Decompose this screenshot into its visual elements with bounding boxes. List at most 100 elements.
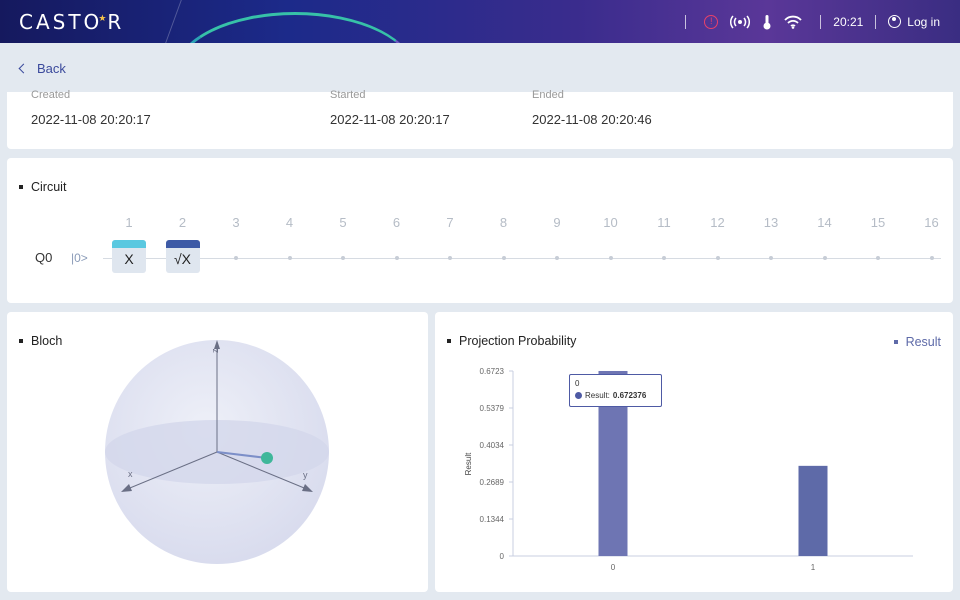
y-tick-label: 0.5379	[480, 404, 505, 413]
gate-slot[interactable]	[929, 256, 934, 260]
column-number: 15	[870, 215, 886, 230]
clock-time: 20:21	[833, 14, 864, 29]
user-icon	[888, 15, 902, 28]
y-tick-label: 0.6723	[480, 367, 505, 376]
header-decoration	[133, 0, 197, 43]
gate-label: X	[124, 251, 134, 267]
divider	[685, 14, 687, 29]
started-label: Started	[330, 89, 366, 101]
login-button[interactable]: Log in	[888, 15, 940, 29]
bar	[798, 465, 828, 556]
gate-cap	[165, 240, 200, 248]
gate-slot[interactable]	[662, 256, 666, 260]
projection-card: Projection Probability Result 0 0.1344 0.2…	[435, 312, 953, 592]
qubit-wire	[103, 258, 941, 259]
y-arrow	[302, 484, 313, 492]
tooltip-category: 0	[575, 379, 580, 388]
gate-label: √X	[173, 251, 192, 267]
gate-slot[interactable]	[876, 256, 880, 260]
tooltip-dot	[575, 392, 582, 399]
divider	[875, 14, 877, 29]
column-number: 7	[446, 215, 454, 230]
gate-slot[interactable]	[341, 256, 345, 260]
column-number: 12	[710, 215, 725, 230]
legend-swatch	[893, 340, 898, 344]
x-axis-label: x	[128, 469, 133, 479]
bloch-title: Bloch	[19, 334, 62, 348]
chart-tooltip: 0 Result: 0.672376	[569, 374, 662, 407]
header-arc-decoration	[175, 12, 415, 43]
gate-x[interactable]: X	[112, 240, 146, 273]
circuit-title: Circuit	[19, 180, 66, 194]
ended-field: Ended 2022-11-08 20:20:46	[532, 89, 652, 127]
created-field: Created 2022-11-08 20:20:17	[31, 89, 151, 127]
column-number: 13	[763, 215, 779, 230]
gate-slot[interactable]	[822, 256, 827, 260]
gate-slot[interactable]	[501, 256, 506, 260]
column-number: 11	[657, 215, 671, 230]
column-number: 8	[499, 215, 508, 230]
login-label: Log in	[907, 14, 940, 29]
tooltip-series: Result:	[585, 391, 610, 400]
y-tick-label: 0	[500, 552, 505, 561]
projection-chart: 0 0.1344 0.2689 0.4034 0.5379 0.6723 Result 0 1	[464, 367, 913, 572]
back-button[interactable]: Back	[18, 61, 66, 76]
wifi-icon	[784, 15, 802, 29]
y-axis-label: Result	[464, 452, 473, 475]
column-number: 14	[817, 215, 832, 230]
gate-slot[interactable]	[769, 256, 773, 260]
bloch-sphere[interactable]: z x y	[7, 312, 428, 592]
y-tick-label: 0.4034	[480, 441, 505, 450]
column-number: 9	[553, 215, 561, 230]
state-vector	[216, 451, 268, 459]
ended-label: Ended	[532, 89, 564, 101]
gate-slot[interactable]	[287, 256, 292, 260]
z-axis-label: z	[210, 348, 220, 353]
y-axis-label: y	[303, 470, 308, 480]
app-logo[interactable]: CASTO★R	[19, 10, 124, 34]
initial-state: |0>	[71, 251, 88, 265]
y-axis	[216, 451, 310, 491]
y-tick-label: 0.2689	[480, 478, 505, 487]
task-times-card: Created 2022-11-08 20:20:17 Started 2022…	[7, 89, 953, 149]
created-label: Created	[31, 89, 71, 101]
x-tick-label: 0	[611, 563, 616, 572]
created-value: 2022-11-08 20:20:17	[31, 112, 151, 127]
logo-text: CASTO★R	[19, 10, 125, 34]
gate-slot[interactable]	[448, 256, 452, 260]
column-number: 6	[392, 215, 401, 230]
circuit-title-text: Circuit	[31, 180, 67, 194]
projection-title: Projection Probability	[447, 334, 576, 348]
chevron-left-icon	[18, 63, 29, 74]
gate-sqrt-x[interactable]: √X	[165, 240, 200, 273]
x-axis	[124, 451, 218, 491]
top-bar: CASTO★R ! 20:21 Log in	[0, 0, 960, 43]
z-arrow	[214, 340, 220, 349]
qubit-label: Q0	[35, 250, 53, 265]
column-number: 1	[125, 215, 133, 230]
column-number: 5	[339, 215, 347, 230]
thermometer-icon	[762, 14, 772, 30]
x-arrow	[121, 484, 132, 492]
y-tick-label: 0.1344	[480, 515, 505, 524]
gate-cap	[112, 240, 146, 248]
divider	[820, 14, 822, 29]
chart-legend[interactable]: Result	[893, 335, 941, 349]
bloch-title-text: Bloch	[31, 334, 63, 348]
circuit-card: Circuit 1 2 3 4 5 6 7 8 9 10 11 12 13 14 15 16 Q0 |0> X…	[7, 158, 953, 303]
ended-value: 2022-11-08 20:20:46	[532, 112, 652, 127]
gate-slot[interactable]	[715, 256, 720, 260]
state-point	[261, 452, 273, 464]
started-field: Started 2022-11-08 20:20:17	[330, 89, 450, 127]
gate-slot[interactable]	[394, 256, 399, 260]
gate-slot[interactable]	[234, 256, 238, 260]
gate-slot[interactable]	[608, 256, 613, 260]
alert-icon[interactable]: !	[704, 14, 719, 29]
bloch-card: Bloch z x y	[7, 312, 428, 592]
started-value: 2022-11-08 20:20:17	[330, 112, 450, 127]
legend-label: Result	[905, 335, 941, 349]
tooltip-value: 0.672376	[612, 391, 647, 400]
gate-slot[interactable]	[555, 256, 559, 260]
column-number: 10	[603, 215, 618, 230]
x-tick-label: 1	[811, 563, 816, 572]
